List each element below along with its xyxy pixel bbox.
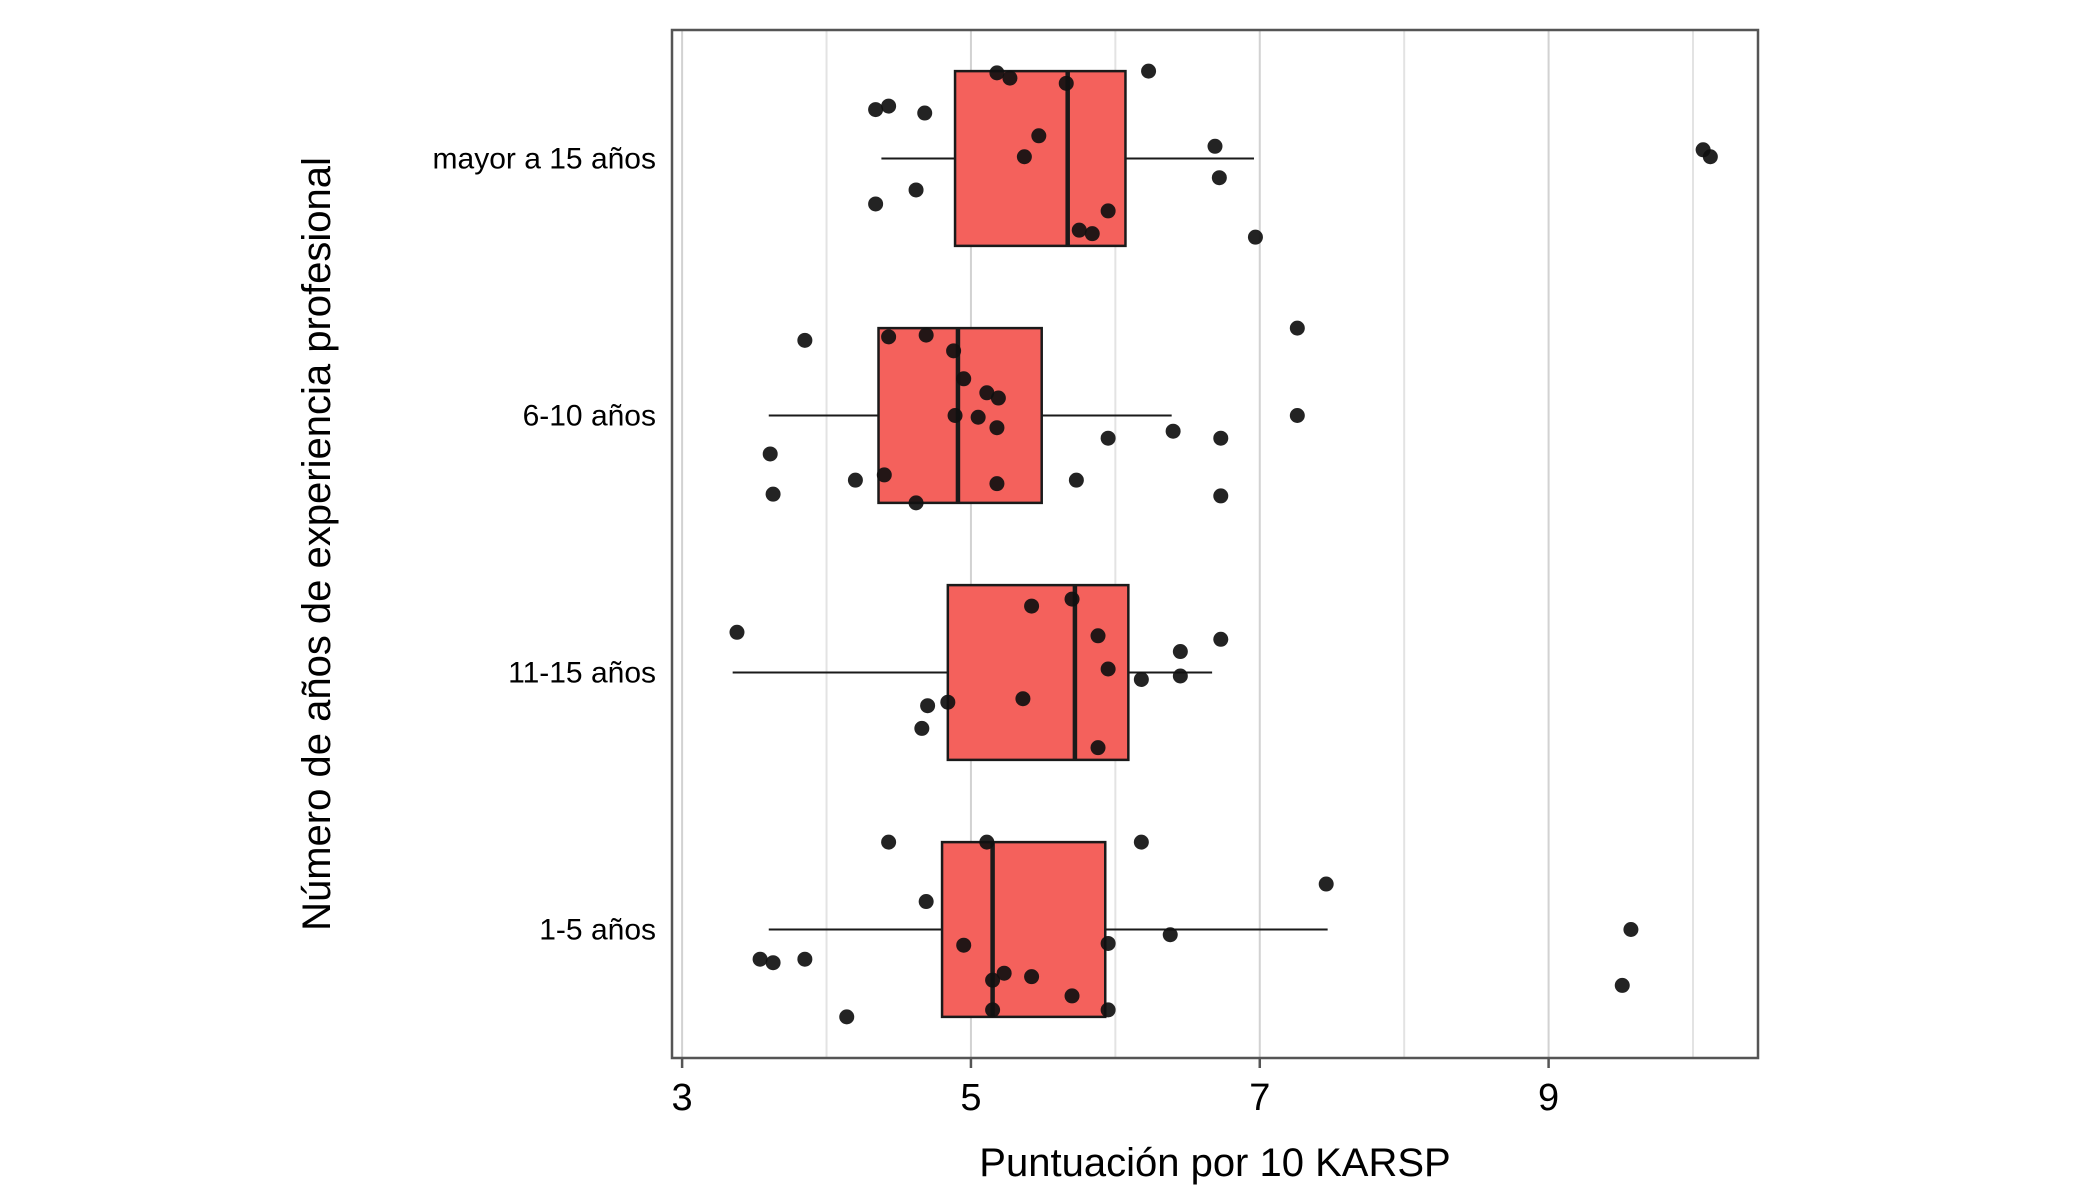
jitter-point bbox=[765, 955, 781, 971]
jitter-point bbox=[996, 965, 1012, 981]
jitter-point bbox=[908, 495, 924, 511]
jitter-point bbox=[908, 182, 924, 198]
x-tick-label: 3 bbox=[672, 1077, 693, 1119]
jitter-point bbox=[917, 105, 933, 121]
jitter-point bbox=[1614, 977, 1630, 993]
panel-background bbox=[672, 30, 1758, 1058]
jitter-point bbox=[847, 472, 863, 488]
jitter-point bbox=[918, 894, 934, 910]
jitter-point bbox=[985, 972, 1001, 988]
jitter-point bbox=[762, 446, 778, 462]
jitter-point bbox=[1172, 668, 1188, 684]
jitter-point bbox=[1289, 408, 1305, 423]
x-tick-label: 5 bbox=[960, 1077, 981, 1119]
jitter-point bbox=[1213, 430, 1229, 446]
jitter-point bbox=[752, 951, 768, 967]
jitter-point bbox=[946, 343, 962, 359]
jitter-point bbox=[979, 834, 995, 850]
x-axis-title: Puntuación por 10 KARSP bbox=[979, 1141, 1450, 1185]
jitter-point bbox=[1024, 969, 1040, 985]
box bbox=[940, 840, 1107, 1019]
jitter-point bbox=[1133, 671, 1149, 687]
jitter-point bbox=[1002, 70, 1018, 86]
jitter-point bbox=[1702, 149, 1718, 165]
panel-border bbox=[670, 28, 1760, 1060]
jitter-point bbox=[1100, 661, 1116, 677]
jitter-point bbox=[839, 1009, 855, 1025]
jitter-point bbox=[797, 332, 813, 348]
jitter-point bbox=[989, 420, 1005, 436]
jitter-point bbox=[881, 329, 897, 345]
jitter-point bbox=[918, 327, 934, 343]
jitter-point bbox=[1064, 988, 1080, 1004]
jitter-point bbox=[970, 409, 986, 425]
jitter-point bbox=[1100, 935, 1116, 951]
jitter-point bbox=[1100, 203, 1116, 219]
jitter-point bbox=[797, 951, 813, 967]
jitter-point bbox=[940, 694, 956, 710]
jitter-point bbox=[1172, 644, 1188, 660]
jitter-point bbox=[868, 102, 884, 118]
jitter-point bbox=[1318, 876, 1334, 892]
jitter-point bbox=[990, 390, 1006, 406]
jitter-point bbox=[868, 196, 884, 212]
jitter-point bbox=[1213, 631, 1229, 647]
category-label: 1-5 años bbox=[539, 914, 656, 947]
jitter-point bbox=[1162, 927, 1178, 943]
y-axis-title: Número de años de experiencia profesiona… bbox=[295, 157, 339, 931]
jitter-point bbox=[729, 624, 745, 640]
category-label: 6-10 años bbox=[523, 400, 656, 433]
jitter-point bbox=[956, 937, 972, 953]
jitter-point bbox=[1100, 1002, 1116, 1018]
jitter-point bbox=[1247, 229, 1263, 245]
jitter-point bbox=[1623, 922, 1639, 937]
category-label: 11-15 años bbox=[508, 657, 656, 690]
jitter-point bbox=[1289, 320, 1305, 336]
jitter-point bbox=[1100, 430, 1116, 446]
jitter-point bbox=[989, 65, 1005, 81]
jitter-point bbox=[881, 98, 897, 114]
jitter-point bbox=[1031, 128, 1047, 144]
jitter-point bbox=[1084, 226, 1100, 242]
x-tick-label: 9 bbox=[1538, 1077, 1559, 1119]
x-tick-label: 7 bbox=[1249, 1077, 1270, 1119]
jitter-point bbox=[881, 834, 897, 850]
box bbox=[953, 69, 1127, 248]
jitter-point bbox=[920, 698, 936, 714]
jitter-point bbox=[1015, 691, 1031, 707]
jitter-point bbox=[1071, 222, 1087, 238]
jitter-point bbox=[1213, 488, 1229, 504]
jitter-point bbox=[1090, 628, 1106, 644]
jitter-point bbox=[876, 467, 892, 483]
jitter-point bbox=[1090, 740, 1106, 756]
jitter-point bbox=[1064, 591, 1080, 607]
box bbox=[946, 583, 1130, 762]
jitter-point bbox=[1141, 63, 1157, 79]
jitter-point bbox=[914, 720, 930, 736]
jitter-point bbox=[989, 476, 1005, 492]
jitter-point bbox=[985, 1002, 1001, 1018]
jitter-point bbox=[979, 385, 995, 401]
jitter-point bbox=[947, 408, 963, 423]
category-label: mayor a 15 años bbox=[433, 143, 656, 176]
jitter-point bbox=[1024, 598, 1040, 614]
jitter-point bbox=[1068, 472, 1084, 488]
jitter-point bbox=[956, 371, 972, 387]
jitter-point bbox=[1016, 149, 1032, 165]
jitter-point bbox=[1207, 138, 1223, 154]
jitter-point bbox=[1058, 75, 1074, 91]
jitter-point bbox=[1165, 423, 1181, 439]
jitter-point bbox=[1211, 170, 1227, 186]
jitter-point bbox=[765, 486, 781, 502]
jitter-point bbox=[1133, 834, 1149, 850]
